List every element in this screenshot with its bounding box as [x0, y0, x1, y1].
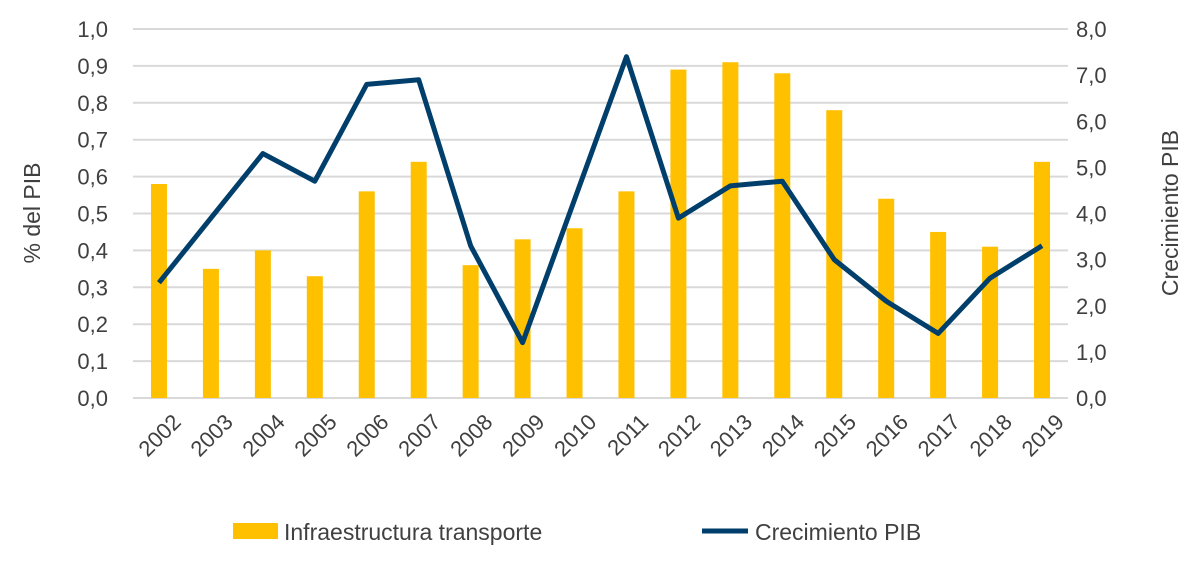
gridlines [133, 29, 1068, 398]
x-tick-label: 2012 [653, 409, 705, 461]
y-tick-label: 0,5 [77, 202, 108, 227]
line-series [159, 57, 1042, 343]
y2-tick-label: 1,0 [1076, 340, 1107, 365]
y2-tick-label: 2,0 [1076, 294, 1107, 319]
y2-axis-label: Crecimiento PIB [1157, 130, 1183, 296]
bar-2002 [151, 184, 167, 398]
y2-tick-label: 4,0 [1076, 202, 1107, 227]
y-tick-label: 0,2 [77, 312, 108, 337]
y2-tick-label: 6,0 [1076, 109, 1107, 134]
x-tick-label: 2009 [497, 409, 549, 461]
bar-2014 [774, 73, 790, 398]
bar-series [151, 62, 1050, 398]
x-tick-label: 2010 [549, 409, 601, 461]
bar-2007 [411, 162, 427, 398]
legend-label-line: Crecimiento PIB [755, 519, 921, 545]
x-tick-label: 2017 [913, 409, 965, 461]
y-tick-label: 0,1 [77, 349, 108, 374]
x-tick-label: 2007 [393, 409, 445, 461]
bar-2017 [930, 232, 946, 398]
bar-2010 [567, 228, 583, 398]
bar-2006 [359, 191, 375, 398]
y-tick-label: 0,9 [77, 54, 108, 79]
x-tick-label: 2006 [341, 409, 393, 461]
bar-2013 [722, 62, 738, 398]
y-tick-label: 0,8 [77, 91, 108, 116]
x-tick-label: 2008 [445, 409, 497, 461]
y-axis-label: % del PIB [19, 163, 45, 264]
x-tick-label: 2014 [757, 409, 809, 461]
bar-2012 [670, 70, 686, 398]
y2-tick-label: 3,0 [1076, 248, 1107, 273]
bar-2004 [255, 250, 271, 398]
y2-tick-label: 8,0 [1076, 17, 1107, 42]
y2-tick-label: 0,0 [1076, 386, 1107, 411]
x-tick-label: 2016 [861, 409, 913, 461]
y2-tick-label: 7,0 [1076, 63, 1107, 88]
bar-2005 [307, 276, 323, 398]
y-axis-right: 0,0 1,0 2,0 3,0 4,0 5,0 6,0 7,0 8,0 [1076, 17, 1107, 411]
x-tick-label: 2011 [602, 409, 653, 460]
x-tick-label: 2018 [965, 409, 1017, 461]
x-tick-label: 2002 [134, 409, 186, 461]
y-tick-label: 0,4 [77, 238, 108, 263]
y-tick-label: 0,6 [77, 165, 108, 190]
x-tick-label: 2013 [705, 409, 757, 461]
bar-2003 [203, 269, 219, 398]
bar-2019 [1034, 162, 1050, 398]
legend: Infraestructura transporte Crecimiento P… [233, 519, 921, 545]
y-axis-left: 0,0 0,1 0,2 0,3 0,4 0,5 0,6 0,7 0,8 0,9 1,0 [77, 17, 108, 411]
x-tick-label: 2004 [237, 409, 289, 461]
bar-2018 [982, 247, 998, 398]
x-tick-label: 2015 [809, 409, 861, 461]
line-crecimiento-pib [159, 57, 1042, 343]
bar-2011 [618, 191, 634, 398]
y-tick-label: 0,7 [77, 128, 108, 153]
legend-label-bar: Infraestructura transporte [284, 519, 542, 545]
y-tick-label: 1,0 [77, 17, 108, 42]
y-tick-label: 0,0 [77, 386, 108, 411]
x-tick-label: 2005 [289, 409, 341, 461]
y-tick-label: 0,3 [77, 275, 108, 300]
bar-2008 [463, 265, 479, 398]
x-tick-label: 2003 [185, 409, 237, 461]
y2-tick-label: 5,0 [1076, 155, 1107, 180]
x-tick-label: 2019 [1017, 409, 1069, 461]
bar-2009 [515, 239, 531, 398]
legend-swatch-bar [233, 523, 278, 539]
